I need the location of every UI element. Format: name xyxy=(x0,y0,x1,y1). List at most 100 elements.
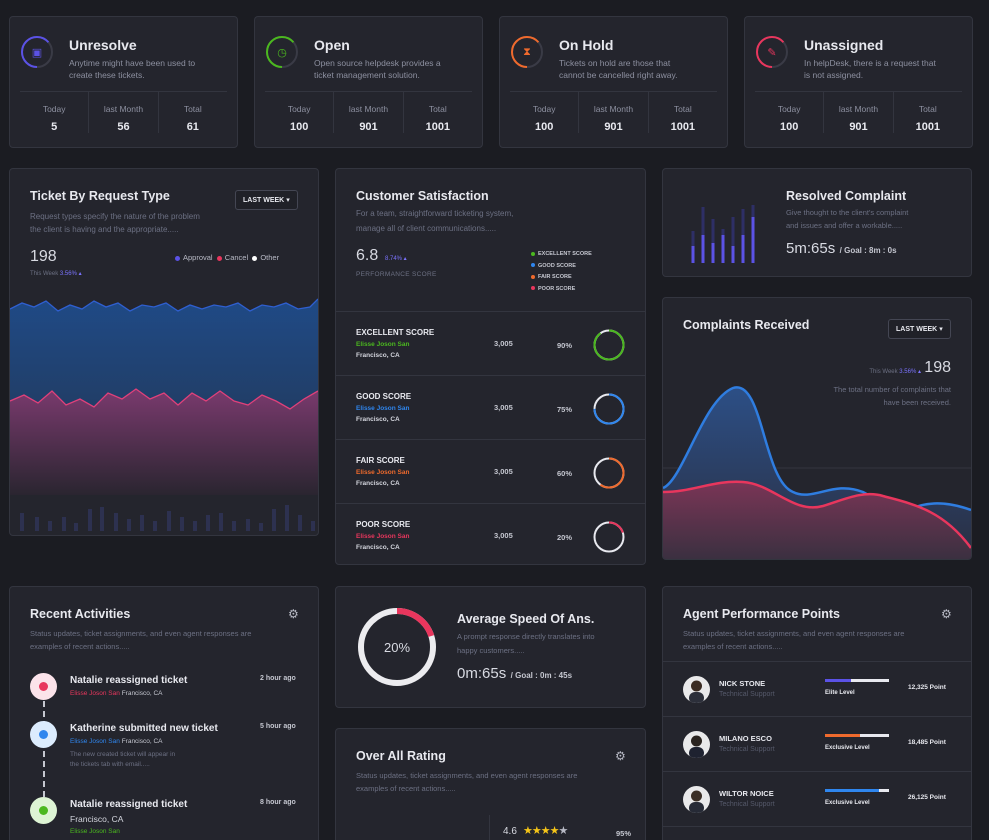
stat-desc: In helpDesk, there is a request that xyxy=(804,58,936,68)
legend-dot xyxy=(175,255,180,261)
activity-note: the tickets tab with email..... xyxy=(70,761,150,768)
card-desc: The total number of complaints that xyxy=(833,385,951,394)
score-location: Francisco, CA xyxy=(356,544,400,551)
stat-card-open: ◷ Open Open source helpdesk provides a t… xyxy=(254,16,483,148)
gear-icon[interactable]: ⚙ xyxy=(615,749,626,763)
arrow-up-icon: ▴ xyxy=(402,256,407,262)
stat-label-last-month: last Month xyxy=(348,104,389,114)
activity-meta: Elisse Joson San Francisco, CA xyxy=(70,690,187,697)
agent-name: NICK STONE xyxy=(719,679,766,688)
row-divider xyxy=(663,826,971,827)
card-desc: Status updates, ticket assignments, and … xyxy=(356,771,578,780)
score-ring xyxy=(593,521,625,553)
score-count: 3,005 xyxy=(494,403,513,412)
stat-title: On Hold xyxy=(559,37,614,53)
stat-figures: Today 5 last Month 56 Total 61 xyxy=(20,91,227,133)
activity-person: Elisse Joson San xyxy=(70,828,120,835)
card-title: Average Speed Of Ans. xyxy=(457,612,595,626)
rating-value: 4.6 xyxy=(503,826,517,837)
request-type-chart xyxy=(10,298,318,531)
card-title: Agent Performance Points xyxy=(683,607,840,621)
timeline-dot-red xyxy=(30,673,57,700)
legend-label: POOR SCORE xyxy=(538,285,576,292)
score-ring xyxy=(593,457,625,489)
stat-card-on-hold: ⧗ On Hold Tickets on hold are those that… xyxy=(499,16,728,148)
score-person: Elisse Joson San xyxy=(356,341,410,348)
agent-row[interactable]: WILTOR NOICE Technical Support Exclusive… xyxy=(663,771,971,826)
stat-desc: ticket management solution. xyxy=(314,70,420,80)
stat-card-unresolve: ▣ Unresolve Anytime might have been used… xyxy=(9,16,238,148)
metric-value: 198 xyxy=(924,359,951,376)
score-percent: 20% xyxy=(557,533,573,542)
resolved-complaint-card: Resolved Complaint Give thought to the c… xyxy=(662,168,972,277)
stat-value-total: 1001 xyxy=(425,121,451,133)
score-location: Francisco, CA xyxy=(356,416,400,423)
gear-icon[interactable]: ⚙ xyxy=(288,607,299,621)
avatar xyxy=(683,786,710,813)
activity-person: Elisse Joson San xyxy=(70,738,120,745)
legend-dot xyxy=(531,286,535,291)
hourglass-icon: ⧗ xyxy=(510,35,544,69)
score-ring xyxy=(593,329,625,361)
activity-person: Elisse Joson San xyxy=(70,690,120,697)
activity-location: Francisco, CA xyxy=(121,738,163,745)
agent-row[interactable]: MILANO ESCO Technical Support Exclusive … xyxy=(663,716,971,771)
stat-figures: Today 100 last Month 901 Total 1001 xyxy=(265,91,472,133)
agent-name: WILTOR NOICE xyxy=(719,789,774,798)
gear-icon[interactable]: ⚙ xyxy=(941,607,952,621)
score-name: FAIR SCORE xyxy=(356,456,405,465)
speed-percent: 20% xyxy=(383,640,411,655)
stat-value-last-month: 901 xyxy=(849,121,868,133)
score-legend: EXCELLENT SCORE GOOD SCORE FAIR SCORE PO… xyxy=(531,249,592,295)
card-title: Complaints Received xyxy=(683,318,810,332)
score-percent: 75% xyxy=(557,405,573,414)
average-speed-card: 20% Average Speed Of Ans. A prompt respo… xyxy=(335,586,646,708)
period-dropdown[interactable]: LAST WEEK ▾ xyxy=(235,190,298,210)
agent-row[interactable]: NICK STONE Technical Support Elite Level… xyxy=(663,661,971,716)
score-percent: 90% xyxy=(557,341,573,350)
period-dropdown[interactable]: LAST WEEK ▾ xyxy=(888,319,951,339)
arrow-up-icon: ▴ xyxy=(76,271,82,277)
recent-activities-card: Recent Activities ⚙ Status updates, tick… xyxy=(9,586,319,840)
score-location: Francisco, CA xyxy=(356,480,400,487)
overall-rating-card: Over All Rating ⚙ Status updates, ticket… xyxy=(335,728,646,840)
change-value: 3.56% xyxy=(899,369,917,375)
complaints-received-card: Complaints Received LAST WEEK ▾ This Wee… xyxy=(662,297,972,560)
period-label: This Week xyxy=(30,271,59,277)
volume-bars xyxy=(20,505,315,531)
score-row-excellent: EXCELLENT SCORE Elisse Joson San Francis… xyxy=(336,311,645,375)
stat-title: Unassigned xyxy=(804,37,884,53)
legend-dot xyxy=(531,263,535,268)
clock-icon: ◷ xyxy=(265,35,299,69)
timeline-dot-green xyxy=(30,797,57,824)
activity-time: 5 hour ago xyxy=(260,723,296,730)
activity-title: Katherine submitted new ticket xyxy=(70,723,218,734)
ticket-request-card: Ticket By Request Type LAST WEEK ▾ Reque… xyxy=(9,168,319,536)
change-value: 3.56% xyxy=(59,271,77,277)
caret-down-icon: ▾ xyxy=(939,326,943,333)
metric-change: This Week 3.56% ▴ xyxy=(30,270,82,277)
card-desc: examples of recent actions..... xyxy=(30,642,130,651)
card-desc: manage all of client communications..... xyxy=(356,224,497,233)
card-desc: happy customers..... xyxy=(457,646,525,655)
score-person: Elisse Joson San xyxy=(356,533,410,540)
resolved-time: 5m:65s / Goal : 8m : 0s xyxy=(786,240,897,258)
metric-change: This Week 3.56% ▴ xyxy=(869,368,921,375)
stat-value-today: 100 xyxy=(534,121,554,133)
score-count: 3,005 xyxy=(494,339,513,348)
series-area-pink xyxy=(10,389,318,495)
card-title: Over All Rating xyxy=(356,749,446,763)
rating-percent: 95% xyxy=(616,829,632,838)
card-desc: examples of recent actions..... xyxy=(683,642,783,651)
activity-title: Natalie reassigned ticket xyxy=(70,675,188,686)
stat-label-last-month: last Month xyxy=(103,104,144,114)
stat-desc: Open source helpdesk provides a xyxy=(314,58,441,68)
activity-location: Francisco, CA xyxy=(121,690,163,697)
rating-stars: ★★★★★ xyxy=(523,824,568,837)
card-title: Ticket By Request Type xyxy=(30,189,170,203)
stat-label-today: Today xyxy=(777,104,801,114)
star-icon: ★ xyxy=(531,825,542,837)
score-name: POOR SCORE xyxy=(356,520,411,529)
score-ring xyxy=(593,393,625,425)
agent-level: Exclusive Level xyxy=(825,800,870,806)
